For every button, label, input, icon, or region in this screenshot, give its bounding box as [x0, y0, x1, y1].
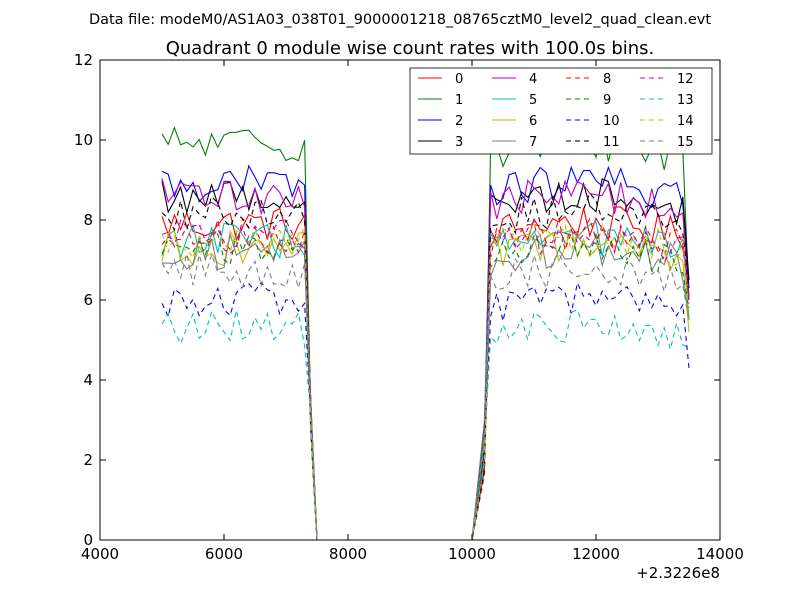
series-line-13: [161, 308, 690, 541]
x-offset-label: +2.3226e8: [636, 564, 720, 582]
legend-label-11: 11: [603, 135, 620, 150]
legend-box: [409, 67, 713, 155]
series-line-2: [161, 164, 690, 541]
legend-label-12: 12: [677, 72, 694, 87]
series-line-6: [161, 226, 690, 541]
series-line-12: [161, 219, 690, 541]
legend-label-7: 7: [529, 135, 537, 150]
legend-label-6: 6: [529, 114, 537, 129]
y-tick-label: 10: [74, 131, 93, 149]
y-tick-label: 8: [83, 211, 93, 229]
series-line-9: [161, 230, 690, 541]
y-tick-label: 12: [74, 51, 93, 69]
x-tick-label: 12000: [572, 545, 620, 563]
y-tick-label: 2: [83, 451, 93, 469]
chart-title: Quadrant 0 module wise count rates with …: [166, 38, 655, 59]
series-line-14: [161, 222, 690, 541]
legend-label-0: 0: [455, 72, 463, 87]
series-lines: [161, 125, 690, 541]
legend-label-3: 3: [455, 135, 463, 150]
series-line-5: [161, 221, 690, 541]
legend-label-14: 14: [677, 114, 694, 129]
y-tick-label: 4: [83, 371, 93, 389]
series-line-8: [161, 217, 690, 541]
legend-label-15: 15: [677, 135, 694, 150]
x-tick-label: 4000: [81, 545, 119, 563]
chart-suptitle: Data file: modeM0/AS1A03_038T01_90000012…: [89, 12, 711, 28]
y-tick-label: 6: [83, 291, 93, 309]
legend-label-13: 13: [677, 93, 694, 108]
x-tick-label: 14000: [696, 545, 744, 563]
legend-label-1: 1: [455, 93, 463, 108]
legend-label-9: 9: [603, 93, 611, 108]
legend-label-8: 8: [603, 72, 611, 87]
legend-label-10: 10: [603, 114, 620, 129]
legend-label-2: 2: [455, 114, 463, 129]
y-tick-label: 0: [83, 531, 93, 549]
x-tick-label: 8000: [329, 545, 367, 563]
x-tick-label: 6000: [205, 545, 243, 563]
series-line-15: [161, 252, 690, 541]
series-line-10: [161, 281, 690, 541]
legend-label-4: 4: [529, 72, 537, 87]
series-line-7: [161, 233, 690, 541]
x-tick-label: 10000: [448, 545, 496, 563]
legend-label-5: 5: [529, 93, 537, 108]
